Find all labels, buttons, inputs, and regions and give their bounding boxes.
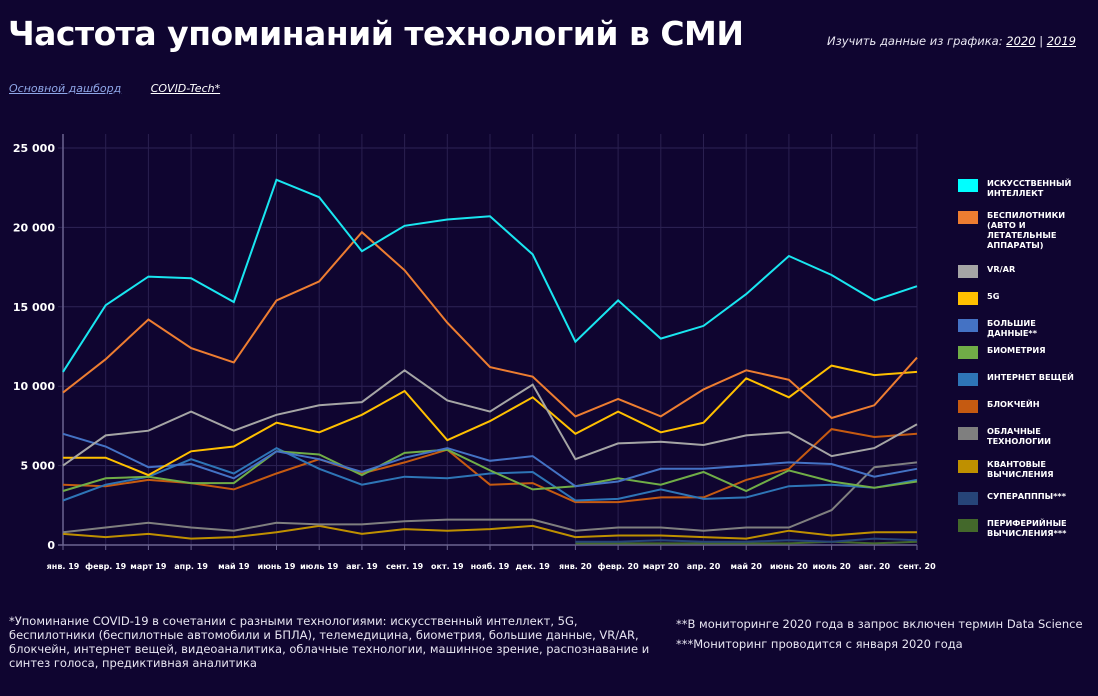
legend-swatch [958, 460, 978, 473]
legend-item: Большие данные** [958, 318, 1087, 338]
footnote-monitoring-start: ***Мониторинг проводится с января 2020 г… [676, 637, 963, 651]
series-line-0 [62, 178, 918, 373]
legend-swatch [958, 519, 978, 532]
x-tick-label: июль 19 [300, 562, 339, 571]
legend-label: Искусственный интеллект [987, 178, 1072, 198]
legend-item: 5G [958, 291, 1087, 305]
link-data-2019[interactable]: 2019 [1046, 34, 1076, 48]
series-line-10 [575, 537, 918, 543]
legend-swatch [958, 427, 978, 440]
legend-label: 5G [987, 291, 1000, 301]
chart-axes [58, 134, 918, 550]
x-tick-label: авг. 19 [346, 562, 378, 571]
footnote-data-science: **В мониторинге 2020 года в запрос включ… [676, 617, 1083, 631]
series-line-9 [62, 524, 917, 540]
series-line-2 [62, 369, 918, 467]
series-line-1 [62, 230, 918, 420]
link-separator: | [1039, 34, 1044, 48]
legend-item: VR/AR [958, 264, 1087, 278]
explore-data-links: Изучить данные из графика: 2020 | 2019 [827, 34, 1076, 48]
legend-swatch [958, 292, 978, 305]
legend-item: Суперапппы*** [958, 491, 1087, 505]
x-tick-label: март 20 [643, 562, 680, 571]
y-tick-label: 10 000 [13, 380, 55, 393]
legend-swatch [958, 319, 978, 332]
y-tick-label: 25 000 [13, 142, 55, 155]
legend-label: Суперапппы*** [987, 491, 1066, 501]
x-tick-label: февр. 20 [598, 562, 640, 571]
legend-label: Периферийные вычисления*** [987, 518, 1067, 538]
series-line-5 [62, 448, 918, 493]
legend-swatch [958, 373, 978, 386]
nav-covid-tech[interactable]: COVID-Tech* [150, 82, 221, 95]
x-tick-label: янв. 20 [559, 562, 592, 571]
x-tick-label: июль 20 [812, 562, 851, 571]
x-tick-label: дек. 19 [516, 562, 551, 571]
legend-item: Блокчейн [958, 399, 1087, 413]
legend-item: Беспилотники (авто и летательные аппарат… [958, 210, 1087, 250]
explore-prefix: Изучить данные из графика: [827, 34, 1003, 48]
y-tick-label: 15 000 [13, 301, 55, 314]
legend-swatch [958, 400, 978, 413]
x-tick-label: сент. 20 [898, 562, 936, 571]
legend-label: Беспилотники (авто и летательные аппарат… [987, 210, 1066, 250]
series-line-7 [62, 428, 918, 504]
legend-item: Квантовые вычисления [958, 459, 1087, 479]
legend-swatch [958, 211, 978, 224]
x-tick-label: май 19 [218, 562, 250, 571]
x-tick-label: май 20 [730, 562, 762, 571]
y-tick-label: 0 [47, 539, 55, 552]
legend-label: Блокчейн [987, 399, 1040, 409]
legend-item: Искусственный интеллект [958, 178, 1087, 198]
legend-label: Большие данные** [987, 318, 1037, 338]
legend-label: VR/AR [987, 264, 1016, 274]
series-line-11 [575, 540, 918, 545]
legend-item: Облачные технологии [958, 426, 1087, 446]
nav-main-dashboard[interactable]: Основной дашборд [9, 82, 122, 95]
legend-label: Квантовые вычисления [987, 459, 1054, 479]
legend-label: Облачные технологии [987, 426, 1051, 446]
series-line-3 [63, 364, 918, 477]
x-tick-label: окт. 19 [431, 562, 464, 571]
series-line-8 [62, 461, 918, 534]
footnotes-right: **В мониторинге 2020 года в запрос включ… [676, 614, 1096, 654]
x-tick-label: апр. 20 [687, 562, 721, 571]
chart-tick-labels: 0 5 000 10 000 15 000 20 000 25 000 янв. 19 фев… [13, 142, 936, 571]
legend-swatch [958, 492, 978, 505]
y-tick-label: 20 000 [13, 221, 55, 234]
page-title: Частота упоминаний технологий в СМИ [8, 14, 744, 53]
legend-item: Биометрия [958, 345, 1087, 359]
x-tick-label: нояб. 19 [471, 561, 510, 571]
series-line-4 [62, 432, 918, 488]
line-chart: 0 5 000 10 000 15 000 20 000 25 000 янв. 19 фев… [13, 134, 936, 571]
x-tick-label: сент. 19 [386, 562, 424, 571]
legend-label: Интернет вещей [987, 372, 1074, 382]
legend-label: Биометрия [987, 345, 1046, 355]
x-tick-label: апр. 19 [174, 562, 208, 571]
footnote-covid: *Упоминание COVID-19 в сочетании с разны… [9, 614, 650, 670]
legend-swatch [958, 179, 978, 192]
dashboard-nav: Основной дашборд COVID-Tech* [9, 82, 246, 95]
legend-item: Периферийные вычисления*** [958, 518, 1087, 538]
series-line-6 [62, 446, 918, 502]
link-data-2020[interactable]: 2020 [1006, 34, 1036, 48]
x-tick-label: июнь 19 [258, 562, 296, 571]
legend-swatch [958, 265, 978, 278]
y-tick-label: 5 000 [21, 460, 56, 473]
chart-series [62, 178, 918, 545]
x-tick-label: авг. 20 [858, 562, 890, 571]
x-tick-label: февр. 19 [85, 562, 127, 571]
legend-swatch [958, 346, 978, 359]
x-tick-label: март 19 [130, 562, 167, 571]
legend-item: Интернет вещей [958, 372, 1087, 386]
x-tick-label: янв. 19 [47, 562, 80, 571]
x-tick-label: июнь 20 [770, 562, 808, 571]
